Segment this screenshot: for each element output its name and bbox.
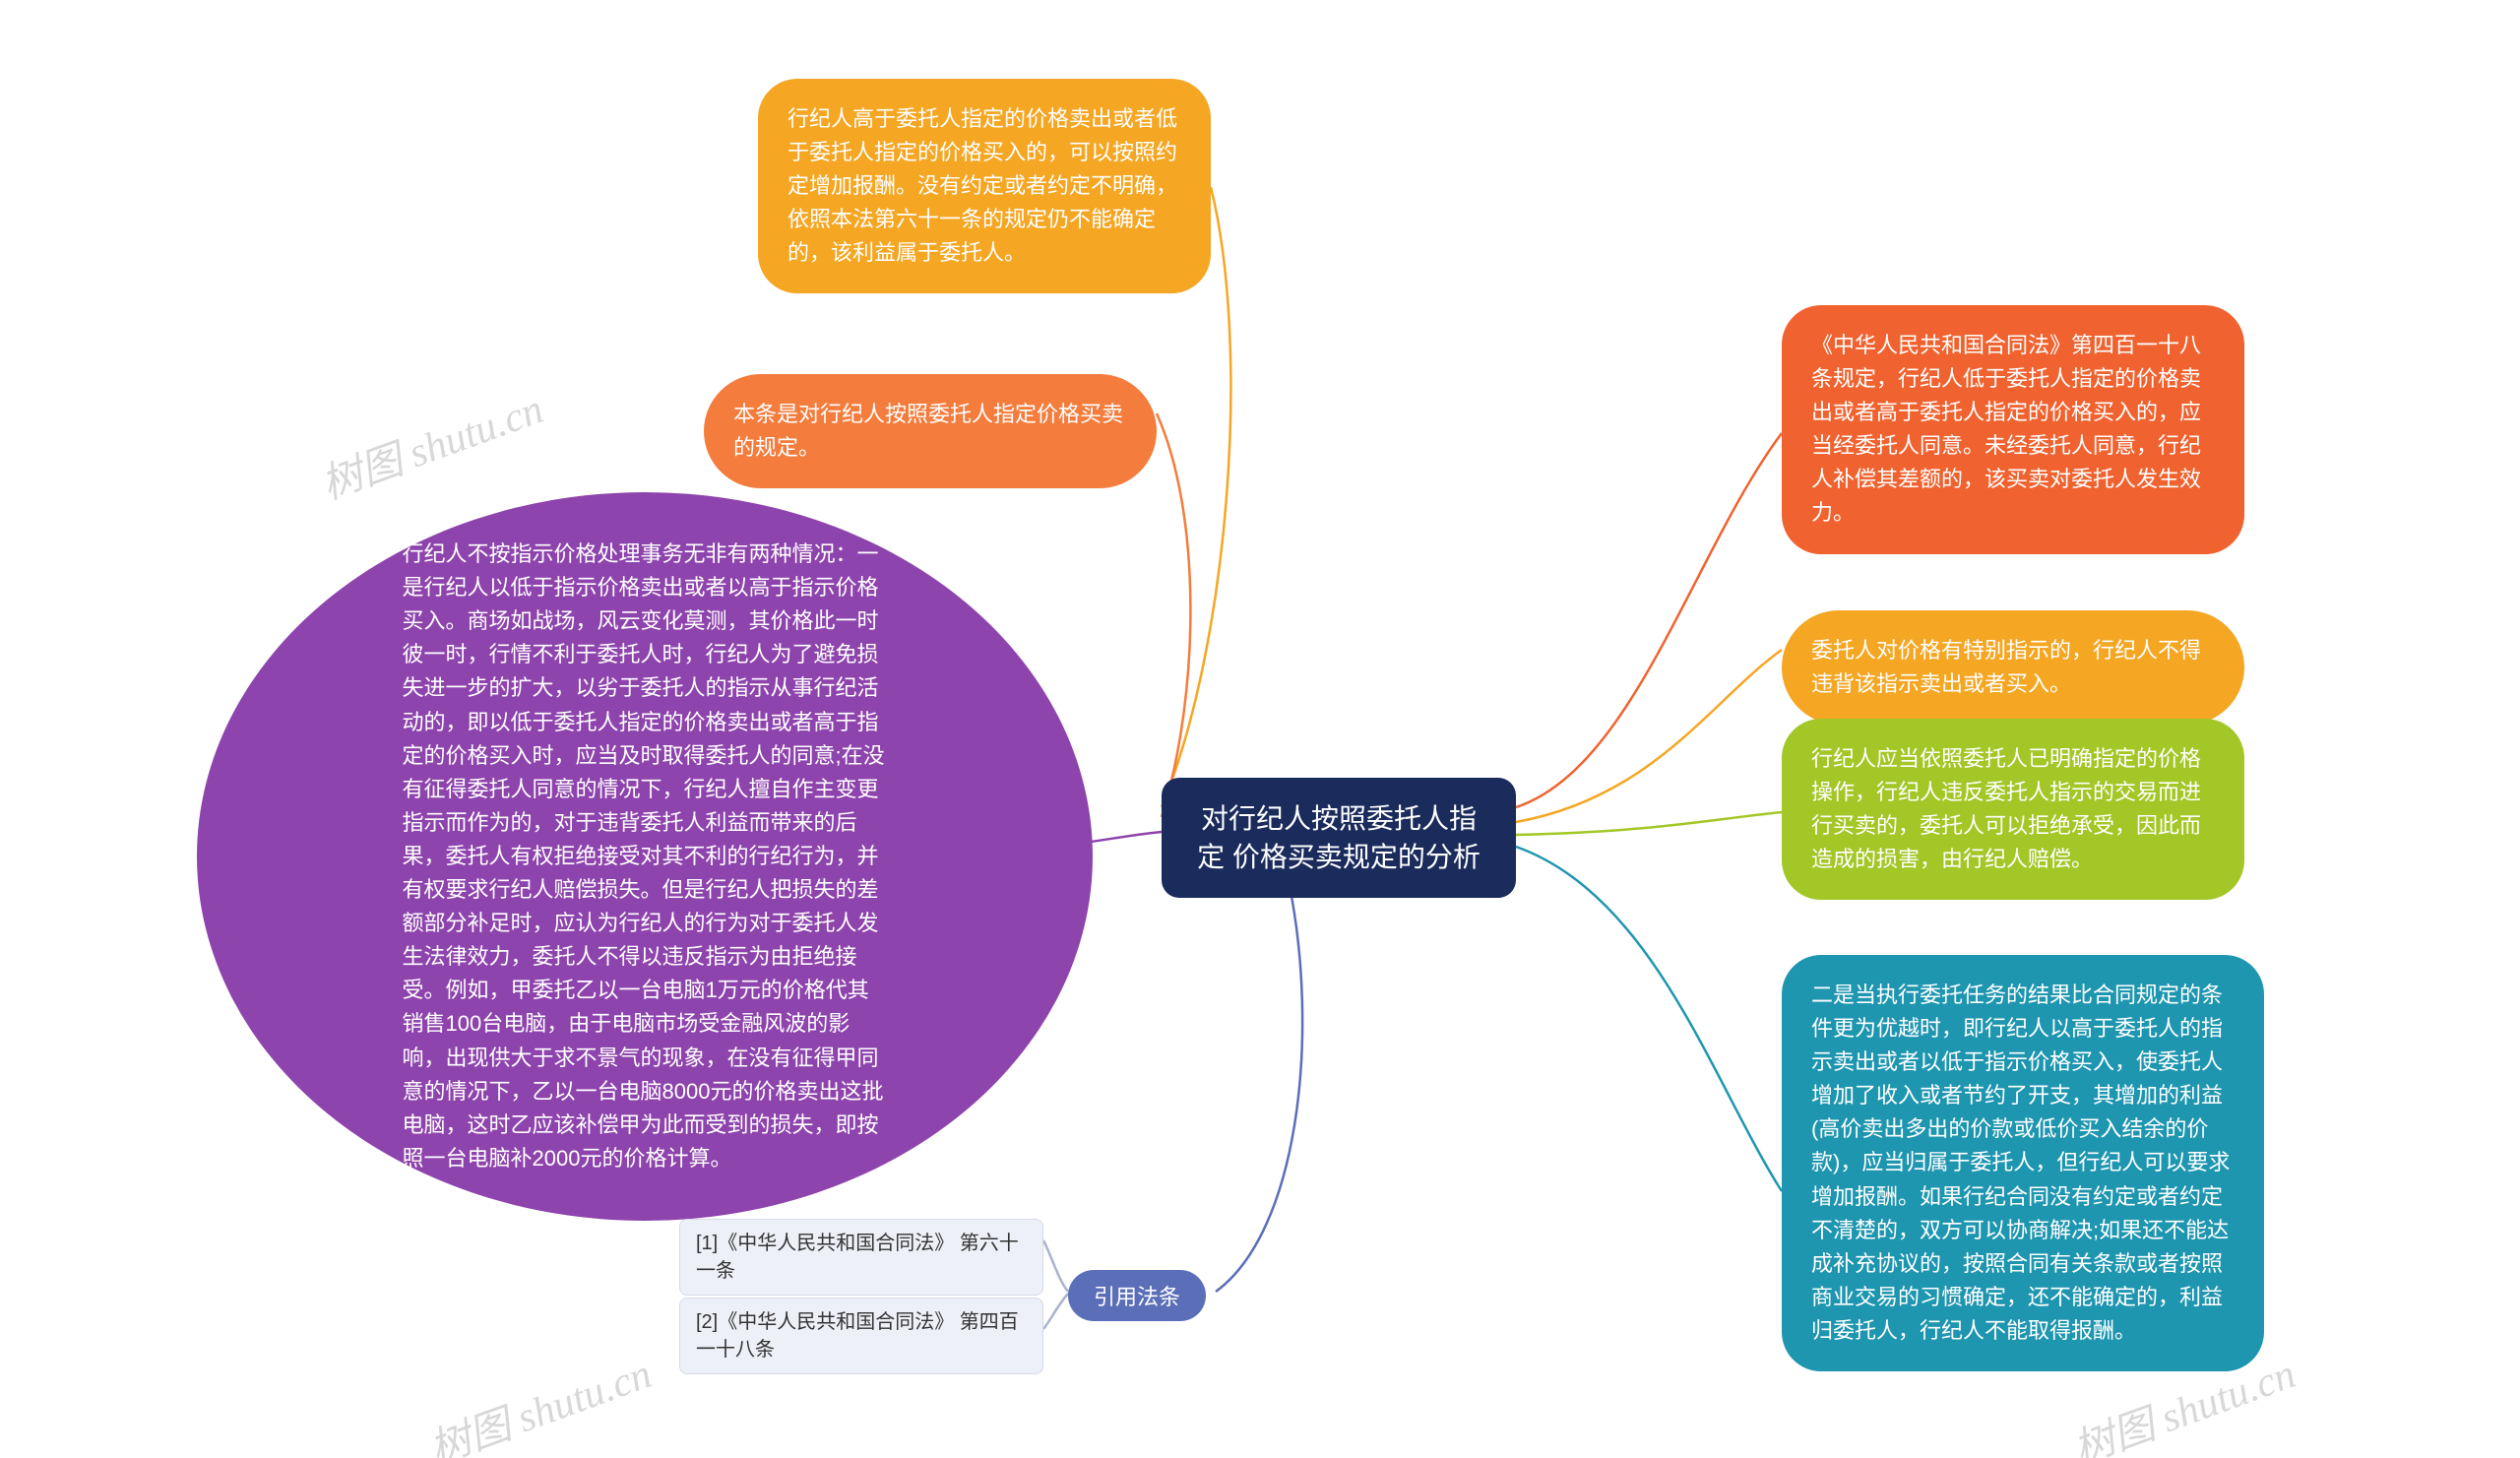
branch-node-purple-text: 行纪人不按指示价格处理事务无非有两种情况：一是行纪人以低于指示价格卖出或者以高于… xyxy=(403,538,888,1175)
watermark: 树图 shutu.cn xyxy=(420,1341,659,1458)
mindmap-center-node[interactable]: 对行纪人按照委托人指定 价格买卖规定的分析 xyxy=(1162,778,1516,898)
branch-node-right-yellow[interactable]: 委托人对价格有特别指示的，行纪人不得违背该指示卖出或者买入。 xyxy=(1782,610,2244,725)
branch-node-right-teal[interactable]: 二是当执行委托任务的结果比合同规定的条件更为优越时，即行纪人以高于委托人的指示卖… xyxy=(1782,955,2264,1371)
branch-node-purple-large[interactable]: 行纪人不按指示价格处理事务无非有两种情况：一是行纪人以低于指示价格卖出或者以高于… xyxy=(197,492,1093,1221)
citation-box[interactable]: [1]《中华人民共和国合同法》 第六十一条 xyxy=(679,1219,1043,1296)
branch-node-right-orange[interactable]: 《中华人民共和国合同法》第四百一十八条规定，行纪人低于委托人指定的价格卖出或者高… xyxy=(1782,305,2244,554)
citation-box[interactable]: [2]《中华人民共和国合同法》 第四百一十八条 xyxy=(679,1298,1043,1374)
sub-branch-pill-citations[interactable]: 引用法条 xyxy=(1068,1270,1206,1321)
watermark: 树图 shutu.cn xyxy=(312,376,550,512)
branch-node-right-green[interactable]: 行纪人应当依照委托人已明确指定的价格操作，行纪人违反委托人指示的交易而进行买卖的… xyxy=(1782,719,2244,900)
branch-node-top-left-orange[interactable]: 行纪人高于委托人指定的价格卖出或者低于委托人指定的价格买入的，可以按照约定增加报… xyxy=(758,79,1211,293)
branch-node-left-orange-small[interactable]: 本条是对行纪人按照委托人指定价格买卖的规定。 xyxy=(704,374,1157,488)
